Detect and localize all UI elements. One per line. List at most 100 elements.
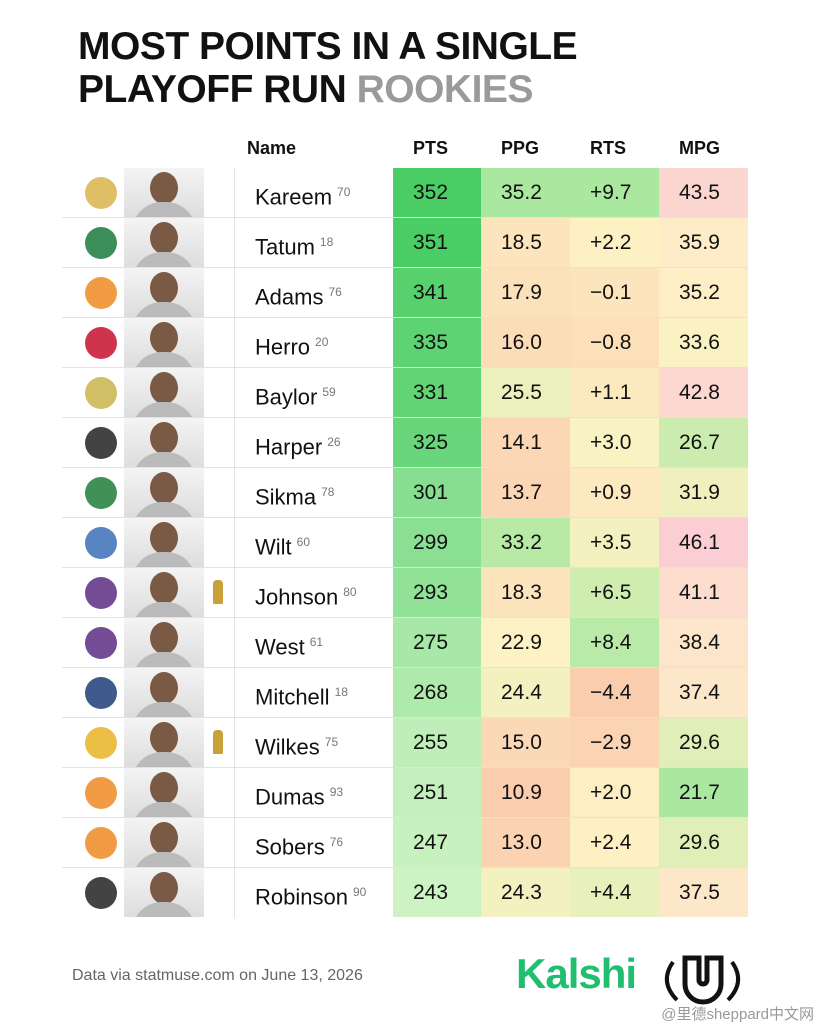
stat-cell: −0.8 [570,318,659,367]
trophy-icon [213,580,223,604]
title: MOST POINTS IN A SINGLE [78,25,578,68]
photo-body [132,452,196,467]
player-name: Robinson [255,884,348,910]
stat-cell: 10.9 [481,768,570,817]
photo-head [150,372,178,404]
row-divider [62,417,748,418]
row-divider [62,217,748,218]
stat-cell: 35.9 [659,218,748,267]
player-name: West [255,634,305,660]
stat-cell: 43.5 [659,168,748,217]
row-divider [62,817,748,818]
player-year: 70 [337,185,351,199]
stat-cell: +9.7 [570,168,659,217]
photo-head [150,422,178,454]
player-name: Herro [255,334,311,360]
row-divider [62,267,748,268]
stat-cell: 35.2 [659,268,748,317]
team-logo [85,327,117,359]
stat-cell: 42.8 [659,368,748,417]
player-year: 80 [343,585,357,599]
name-cell: Mitchell 18 [235,668,393,717]
name-cell: Dumas 93 [235,768,393,817]
stat-cell: 18.5 [481,218,570,267]
stat-cell: 33.2 [481,518,570,567]
player-year: 75 [324,735,339,749]
trophy-icon [213,730,223,754]
player-year: 76 [328,285,342,299]
photo-body [132,302,196,317]
name-cell: Kareem 70 [235,168,393,217]
stat-cell: 18.3 [481,568,570,617]
team-logo [85,527,117,559]
watermark: @里德sheppard中文网 [661,1006,814,1023]
stat-cell: +2.4 [570,818,659,867]
photo-body [132,402,196,417]
row-divider [62,317,748,318]
row-divider [62,617,748,618]
photo-body [132,352,196,367]
stat-cell: 14.1 [481,418,570,467]
team-logo [85,227,117,259]
player-name: Sikma [255,484,317,510]
name-border [234,168,235,918]
stat-cell: 16.0 [481,318,570,367]
player-photo [124,718,204,767]
stat-cell: 21.7 [659,768,748,817]
name-cell: Herro 20 [235,318,393,367]
stat-cell: 255 [393,718,481,767]
photo-body [132,802,196,817]
stat-cell: +8.4 [570,618,659,667]
photo-head [150,272,178,304]
stat-cell: 31.9 [659,468,748,517]
stat-cell: 22.9 [481,618,570,667]
player-year: 59 [322,385,336,399]
name-cell: Wilkes 75 [235,718,393,767]
stat-cell: 24.4 [481,668,570,717]
stat-cell: −4.4 [570,668,659,717]
name-cell: West 61 [235,618,393,667]
team-logo [85,377,117,409]
title: PLAYOFF RUN ROOKIES [78,68,533,112]
team-logo [85,777,117,809]
stat-cell: 35.2 [481,168,570,217]
stat-cell: 29.6 [659,718,748,767]
stat-cell: −2.9 [570,718,659,767]
photo-head [150,872,178,904]
stat-cell: +2.0 [570,768,659,817]
stat-cell: 299 [393,518,481,567]
stat-cell: +1.1 [570,368,659,417]
team-logo [85,277,117,309]
photo-body [132,602,196,617]
team-logo [85,177,117,209]
stat-cell: 351 [393,218,481,267]
team-logo [85,727,117,759]
photo-head [150,622,178,654]
column-header: PPG [501,138,540,158]
stat-cell: 243 [393,868,481,917]
player-photo [124,368,204,417]
photo-head [150,822,178,854]
stat-cell: 331 [393,368,481,417]
stat-cell: 46.1 [659,518,748,567]
stat-cell: 15.0 [481,718,570,767]
player-name: Wilkes [255,734,320,760]
player-name: Tatum [255,234,315,260]
player-year: 18 [319,235,334,249]
photo-body [132,502,196,517]
player-photo [124,868,204,917]
player-name: Baylor [255,384,318,410]
stat-cell: 13.7 [481,468,570,517]
name-cell: Johnson 80 [235,568,393,617]
stat-cell: 301 [393,468,481,517]
stat-cell: −0.1 [570,268,659,317]
player-photo [124,218,204,267]
player-name: Sobers [255,834,325,860]
stat-cell: +6.5 [570,568,659,617]
stat-cell: 25.5 [481,368,570,417]
player-year: 93 [329,785,344,799]
stat-cell: 251 [393,768,481,817]
stat-cell: 247 [393,818,481,867]
photo-head [150,772,178,804]
